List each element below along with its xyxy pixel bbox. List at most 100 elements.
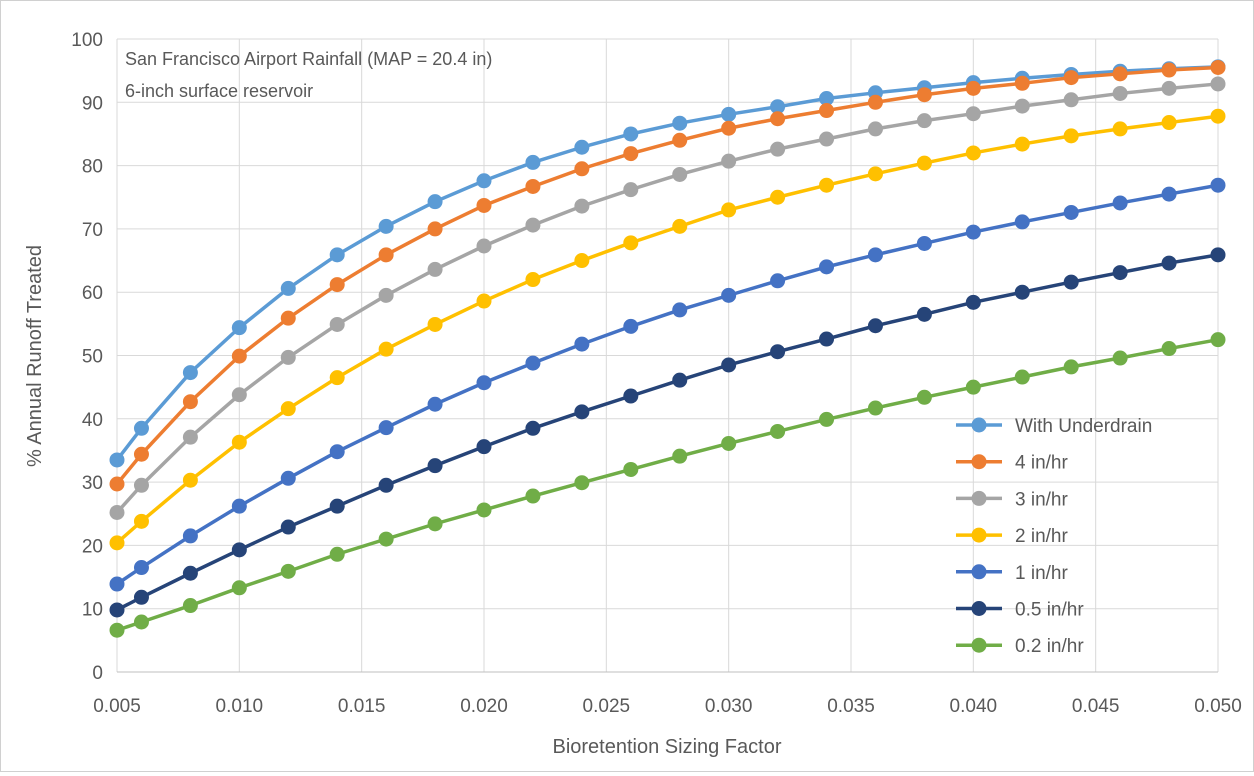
- x-tick-label: 0.005: [93, 696, 141, 717]
- data-point: [1014, 98, 1030, 114]
- data-point: [916, 113, 932, 129]
- legend-label: 4 in/hr: [1015, 453, 1068, 474]
- y-axis-title: % Annual Runoff Treated: [24, 245, 46, 467]
- legend-item: 2 in/hr: [956, 526, 1068, 547]
- data-point: [109, 622, 125, 638]
- data-point: [574, 198, 590, 214]
- legend-swatch-marker: [971, 454, 987, 470]
- data-point: [1210, 76, 1226, 92]
- legend-label: 3 in/hr: [1015, 489, 1068, 510]
- x-axis-ticks: 0.005 0.010 0.015 0.020 0.025 0.030 0.035 0.040…: [93, 696, 1242, 717]
- data-point: [280, 349, 296, 365]
- data-point: [916, 155, 932, 171]
- data-point: [1210, 247, 1226, 263]
- legend-label: 1 in/hr: [1015, 563, 1068, 584]
- series-4: [109, 177, 1226, 592]
- data-point: [231, 320, 247, 336]
- y-tick-label: 10: [82, 600, 103, 621]
- series-line: [115, 82, 1219, 514]
- legend-item: 0.5 in/hr: [956, 600, 1084, 621]
- data-point: [916, 306, 932, 322]
- legend-label: With Underdrain: [1015, 416, 1152, 437]
- data-point: [525, 272, 541, 288]
- data-point: [280, 563, 296, 579]
- series-line: [116, 253, 1219, 612]
- data-point: [1014, 369, 1030, 385]
- data-point: [867, 121, 883, 137]
- data-point: [1210, 108, 1226, 124]
- data-point: [280, 519, 296, 535]
- data-point: [476, 197, 492, 213]
- data-point: [476, 502, 492, 518]
- data-point: [1210, 177, 1226, 193]
- legend-label: 0.2 in/hr: [1015, 636, 1084, 657]
- data-point: [672, 115, 688, 131]
- data-point: [1210, 332, 1226, 348]
- data-point: [1161, 115, 1177, 131]
- series-line: [115, 65, 1219, 486]
- data-point: [1063, 204, 1079, 220]
- data-point: [133, 513, 149, 529]
- data-point: [965, 106, 981, 122]
- data-point: [329, 316, 345, 332]
- x-axis-title: Bioretention Sizing Factor: [552, 736, 781, 758]
- data-point: [867, 247, 883, 263]
- x-tick-label: 0.020: [460, 696, 508, 717]
- data-point: [329, 247, 345, 263]
- data-point: [231, 387, 247, 403]
- data-point: [819, 331, 835, 347]
- data-point: [133, 420, 149, 436]
- data-point: [672, 448, 688, 464]
- data-point: [965, 224, 981, 240]
- data-point: [819, 259, 835, 275]
- y-tick-label: 80: [82, 157, 103, 178]
- series-line: [115, 114, 1219, 545]
- data-point: [623, 126, 639, 142]
- data-point: [525, 488, 541, 504]
- data-point: [109, 535, 125, 551]
- data-point: [1063, 92, 1079, 108]
- data-point: [867, 94, 883, 110]
- series-6: [109, 332, 1226, 638]
- data-point: [427, 458, 443, 474]
- y-tick-label: 60: [82, 283, 103, 304]
- data-point: [672, 372, 688, 388]
- data-point: [721, 120, 737, 136]
- data-point: [280, 470, 296, 486]
- legend-item: 0.2 in/hr: [956, 636, 1084, 657]
- data-point: [133, 477, 149, 493]
- data-point: [427, 316, 443, 332]
- legend-swatch-marker: [971, 490, 987, 506]
- data-point: [378, 531, 394, 547]
- data-point: [1112, 195, 1128, 211]
- data-point: [476, 173, 492, 189]
- data-point: [623, 182, 639, 198]
- data-point: [770, 111, 786, 127]
- data-point: [672, 166, 688, 182]
- data-point: [109, 476, 125, 492]
- y-tick-label: 20: [82, 536, 103, 557]
- legend-swatch-marker: [971, 601, 987, 616]
- data-point: [1112, 350, 1128, 366]
- data-point: [623, 235, 639, 251]
- series-3: [109, 108, 1226, 551]
- data-point: [525, 355, 541, 371]
- data-point: [231, 580, 247, 596]
- y-tick-label: 30: [82, 473, 103, 494]
- x-tick-label: 0.050: [1194, 696, 1242, 717]
- data-point: [574, 404, 590, 420]
- legend-swatch-marker: [971, 527, 987, 543]
- data-point: [1210, 59, 1226, 75]
- data-point: [1112, 66, 1128, 82]
- data-point: [770, 423, 786, 439]
- data-point: [182, 565, 198, 581]
- data-point: [329, 444, 345, 460]
- data-point: [182, 598, 198, 614]
- data-point: [378, 218, 394, 234]
- data-point: [1063, 359, 1079, 375]
- x-tick-label: 0.030: [705, 696, 753, 717]
- x-tick-label: 0.045: [1072, 696, 1120, 717]
- y-tick-label: 90: [82, 93, 103, 114]
- data-point: [623, 146, 639, 162]
